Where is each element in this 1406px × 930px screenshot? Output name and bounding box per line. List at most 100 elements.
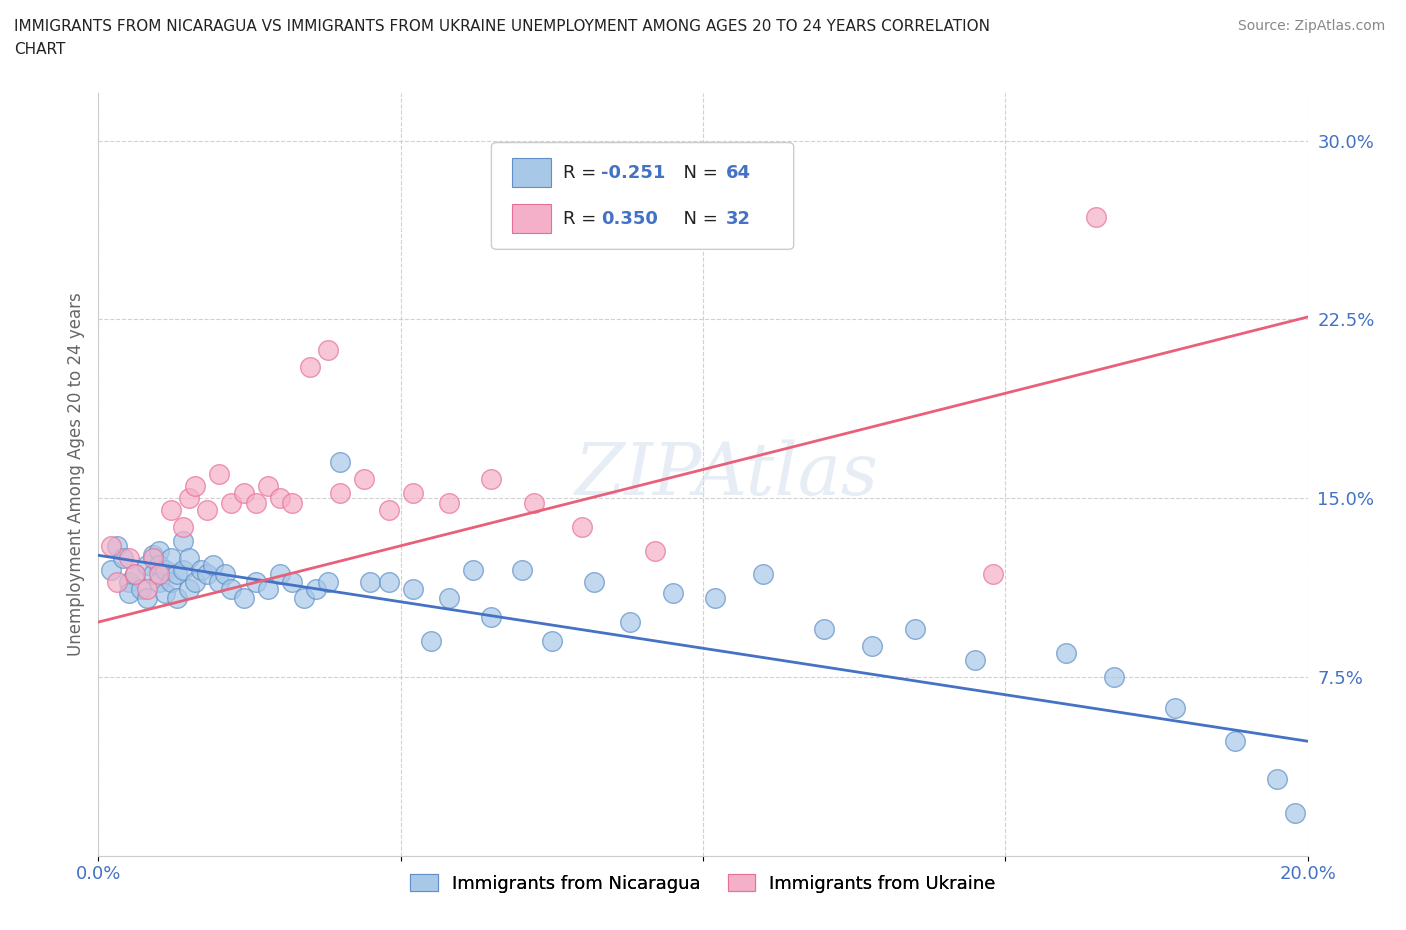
- Point: [184, 479, 207, 494]
- FancyBboxPatch shape: [492, 142, 793, 249]
- Point: [135, 591, 157, 605]
- Point: [221, 581, 243, 596]
- Point: [481, 472, 503, 486]
- Text: ZIPAtlas: ZIPAtlas: [575, 439, 879, 510]
- Legend: Immigrants from Nicaragua, Immigrants from Ukraine: Immigrants from Nicaragua, Immigrants fr…: [404, 868, 1002, 900]
- Point: [316, 574, 339, 589]
- Point: [540, 633, 562, 648]
- Point: [195, 502, 218, 517]
- Point: [124, 567, 146, 582]
- Point: [402, 485, 425, 500]
- Point: [160, 502, 183, 517]
- Point: [904, 622, 927, 637]
- Point: [221, 496, 243, 511]
- Point: [160, 574, 183, 589]
- Point: [172, 534, 194, 549]
- Point: [752, 567, 775, 582]
- Point: [305, 581, 328, 596]
- Point: [583, 574, 606, 589]
- Point: [437, 496, 460, 511]
- Text: R =: R =: [562, 164, 602, 182]
- Point: [463, 562, 485, 577]
- Point: [142, 548, 165, 563]
- Point: [1223, 734, 1246, 749]
- Point: [571, 519, 593, 534]
- Point: [100, 538, 122, 553]
- Point: [269, 567, 291, 582]
- Point: [135, 581, 157, 596]
- Point: [256, 479, 278, 494]
- Point: [813, 622, 835, 637]
- Text: IMMIGRANTS FROM NICARAGUA VS IMMIGRANTS FROM UKRAINE UNEMPLOYMENT AMONG AGES 20 : IMMIGRANTS FROM NICARAGUA VS IMMIGRANTS …: [14, 19, 990, 33]
- Point: [118, 586, 141, 601]
- Text: -0.251: -0.251: [602, 164, 666, 182]
- Text: 0.350: 0.350: [602, 210, 658, 228]
- Point: [377, 574, 399, 589]
- Point: [179, 551, 201, 565]
- Point: [148, 543, 170, 558]
- Point: [148, 574, 170, 589]
- Text: CHART: CHART: [14, 42, 66, 57]
- Point: [437, 591, 460, 605]
- Point: [118, 551, 141, 565]
- Point: [981, 567, 1004, 582]
- Text: Source: ZipAtlas.com: Source: ZipAtlas.com: [1237, 19, 1385, 33]
- Point: [377, 502, 399, 517]
- Text: N =: N =: [672, 164, 723, 182]
- Y-axis label: Unemployment Among Ages 20 to 24 years: Unemployment Among Ages 20 to 24 years: [66, 292, 84, 657]
- Point: [292, 591, 315, 605]
- Point: [214, 567, 236, 582]
- Point: [245, 574, 267, 589]
- Point: [190, 562, 212, 577]
- Text: R =: R =: [562, 210, 602, 228]
- Point: [1163, 700, 1185, 715]
- Point: [208, 574, 231, 589]
- Point: [202, 557, 225, 572]
- Point: [619, 615, 641, 630]
- Point: [402, 581, 425, 596]
- Text: 32: 32: [725, 210, 751, 228]
- Point: [172, 562, 194, 577]
- Point: [208, 467, 231, 482]
- Point: [232, 485, 254, 500]
- Point: [111, 551, 134, 565]
- Point: [1102, 670, 1125, 684]
- Point: [195, 567, 218, 582]
- Point: [179, 581, 201, 596]
- Point: [184, 574, 207, 589]
- Text: 64: 64: [725, 164, 751, 182]
- Point: [299, 360, 322, 375]
- Point: [118, 574, 141, 589]
- Point: [153, 562, 176, 577]
- Point: [148, 567, 170, 582]
- Point: [353, 472, 375, 486]
- Point: [329, 455, 352, 470]
- Point: [100, 562, 122, 577]
- Point: [135, 557, 157, 572]
- Point: [1085, 209, 1108, 224]
- Point: [232, 591, 254, 605]
- Point: [245, 496, 267, 511]
- Point: [360, 574, 382, 589]
- Point: [172, 519, 194, 534]
- Point: [1054, 645, 1077, 660]
- FancyBboxPatch shape: [512, 158, 551, 187]
- Point: [166, 567, 188, 582]
- Point: [420, 633, 443, 648]
- Point: [481, 610, 503, 625]
- Point: [860, 639, 883, 654]
- Point: [704, 591, 727, 605]
- Point: [281, 496, 304, 511]
- Point: [148, 557, 170, 572]
- Point: [644, 543, 666, 558]
- Point: [105, 574, 128, 589]
- Point: [160, 551, 183, 565]
- Point: [166, 591, 188, 605]
- Point: [661, 586, 683, 601]
- Point: [965, 653, 987, 668]
- Point: [316, 343, 339, 358]
- Point: [124, 567, 146, 582]
- Text: N =: N =: [672, 210, 723, 228]
- Point: [179, 491, 201, 506]
- FancyBboxPatch shape: [512, 204, 551, 232]
